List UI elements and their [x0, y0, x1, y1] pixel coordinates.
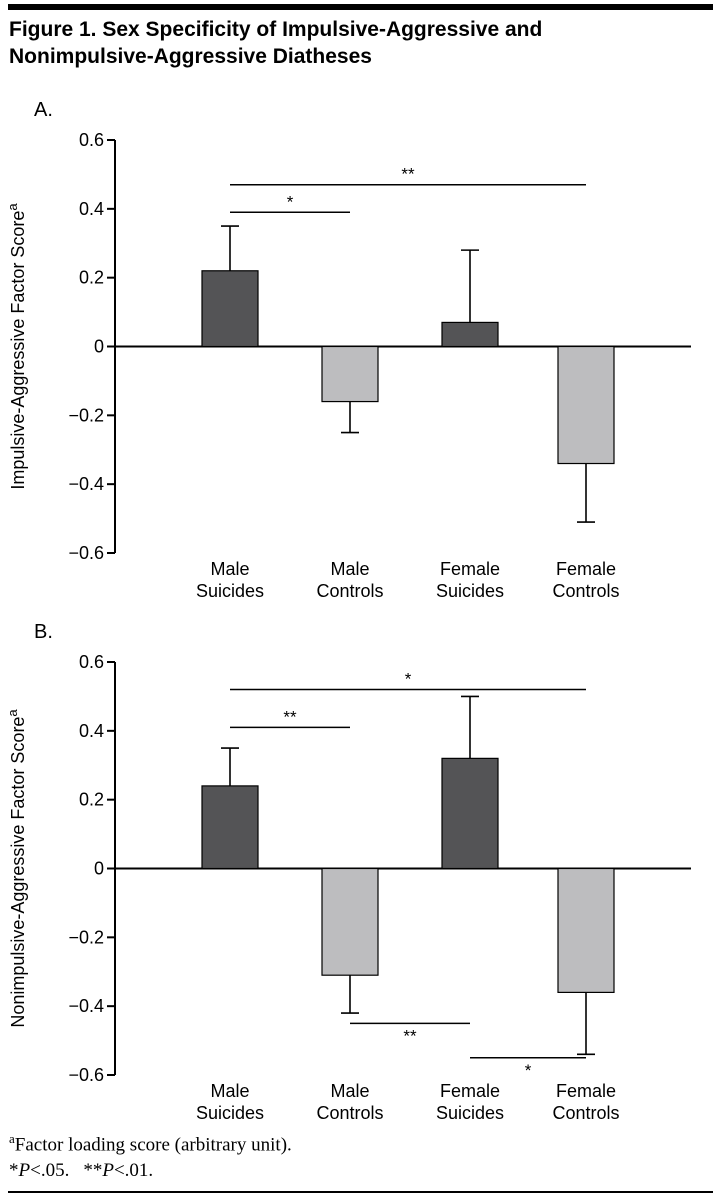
sig-p-2: P: [102, 1160, 114, 1182]
bar-female-suicides: [441, 321, 499, 348]
y-tick-label: 0: [94, 337, 104, 357]
sig-star-2: **: [83, 1160, 103, 1182]
bottom-rule: [8, 1191, 713, 1193]
sig-label: *: [287, 192, 294, 211]
bar-male-suicides: [201, 270, 259, 348]
sig-p-1: P: [18, 1160, 31, 1182]
category-label-line2: Suicides: [196, 1103, 264, 1123]
panel-label: B.: [34, 621, 53, 643]
panel-label: A.: [34, 99, 53, 121]
y-axis-title: Impulsive-Aggressive Factor Scorea: [5, 203, 28, 490]
y-tick-label: 0.6: [79, 130, 104, 150]
y-tick-label: 0: [94, 859, 104, 879]
category-label-line2: Controls: [552, 581, 619, 601]
footnote-text: Factor loading score (arbitrary unit).: [14, 1134, 292, 1156]
footnote-factor-loading: aFactor loading score (arbitrary unit).: [9, 1126, 713, 1158]
category-label-line1: Female: [556, 1081, 616, 1101]
sig-label: **: [401, 165, 415, 184]
sig-label: *: [405, 670, 412, 689]
sig-val-1: <.05.: [30, 1160, 70, 1182]
category-label-line1: Female: [556, 559, 616, 579]
y-tick-label: 0.6: [79, 652, 104, 672]
bar-female-controls: [557, 867, 615, 994]
y-tick-label: 0.4: [79, 721, 104, 741]
category-label-line1: Male: [330, 559, 369, 579]
figure-title: Figure 1. Sex Specificity of Impulsive-A…: [9, 16, 713, 70]
sig-star-1: *: [9, 1160, 19, 1182]
y-tick-label: −0.4: [68, 996, 104, 1016]
category-label-line2: Suicides: [436, 581, 504, 601]
bar-male-suicides: [201, 785, 259, 870]
y-tick-label: 0.2: [79, 790, 104, 810]
figure-title-line2: Nonimpulsive-Aggressive Diatheses: [9, 45, 372, 68]
top-rule: [8, 4, 713, 10]
footnote-superscript-a: a: [9, 1131, 15, 1146]
y-tick-label: −0.2: [68, 405, 104, 425]
sig-label: *: [525, 1061, 532, 1080]
bar-male-controls: [321, 867, 379, 976]
y-tick-label: 0.4: [79, 199, 104, 219]
category-label-line2: Controls: [316, 581, 383, 601]
footnotes: aFactor loading score (arbitrary unit). …: [9, 1126, 713, 1184]
bar-male-controls: [321, 345, 379, 403]
category-label-line2: Suicides: [196, 581, 264, 601]
category-label-line1: Male: [210, 1081, 249, 1101]
sig-label: **: [283, 707, 297, 726]
y-axis-title: Nonimpulsive-Aggressive Factor Scorea: [5, 709, 28, 1028]
y-tick-label: −0.2: [68, 927, 104, 947]
category-label-line1: Female: [440, 1081, 500, 1101]
footnote-significance: *P<.05. **P<.01.: [9, 1158, 713, 1184]
y-tick-label: −0.4: [68, 474, 104, 494]
y-tick-label: −0.6: [68, 1065, 104, 1085]
sig-val-2: <.01.: [113, 1160, 154, 1182]
y-tick-label: −0.6: [68, 543, 104, 563]
panel-b-chart: B. 0.6 0.4 0.2 0 −0.2 −0.4 −0.6 Nonimpulsive-Agg…: [5, 621, 691, 1123]
bar-female-suicides: [441, 757, 499, 870]
bar-female-controls: [557, 345, 615, 465]
category-label-line2: Controls: [552, 1103, 619, 1123]
figure-title-line1: Figure 1. Sex Specificity of Impulsive-A…: [9, 18, 543, 41]
y-tick-label: 0.2: [79, 268, 104, 288]
category-label-line1: Male: [330, 1081, 369, 1101]
category-label-line2: Controls: [316, 1103, 383, 1123]
category-label-line1: Female: [440, 559, 500, 579]
category-label-line1: Male: [210, 559, 249, 579]
panel-a-chart: A. 0.6 0.4 0.2 0 −0.2 −0.4 −0.6 Impulsive-Aggres…: [5, 99, 691, 601]
category-label-line2: Suicides: [436, 1103, 504, 1123]
sig-label: **: [403, 1026, 417, 1045]
